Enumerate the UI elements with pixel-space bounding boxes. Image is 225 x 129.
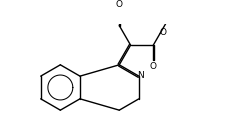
- Text: O: O: [150, 62, 157, 71]
- Text: O: O: [116, 0, 123, 9]
- Text: O: O: [159, 28, 166, 37]
- Text: N: N: [137, 71, 144, 79]
